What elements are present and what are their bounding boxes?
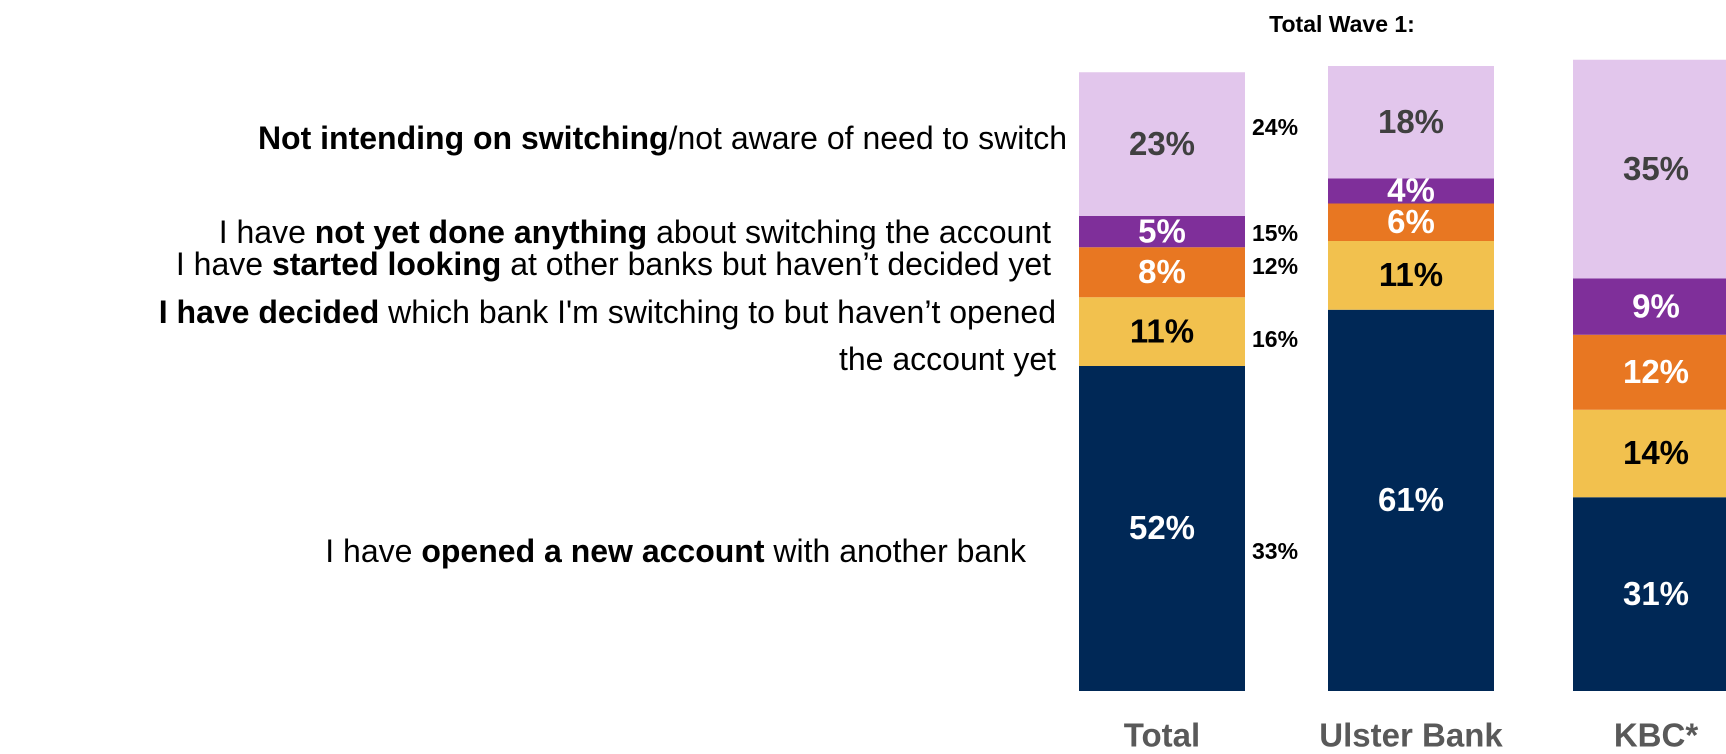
data-label: 61% (1378, 481, 1444, 518)
data-label: 23% (1129, 125, 1195, 162)
annotation-value: 16% (1252, 326, 1298, 352)
bar-segment (1328, 203, 1494, 241)
series-label-part: I have (219, 214, 315, 250)
series-label: I have decided which bank I'm switching … (159, 294, 1056, 330)
bar-segment (1573, 497, 1726, 691)
series-label-part: about switching the account (647, 214, 1051, 250)
bar-segment (1079, 366, 1245, 691)
series-label-part: I have (176, 246, 272, 282)
series-label: Not intending on switching/not aware of … (258, 120, 1067, 156)
x-tick-label: KBC* (1614, 717, 1698, 754)
data-label: 12% (1623, 353, 1689, 390)
series-label-part: I have (325, 533, 421, 569)
series-label: the account yet (839, 341, 1056, 377)
bar-segment (1573, 409, 1726, 498)
series-label-part: at other banks but haven’t decided yet (501, 246, 1051, 282)
annotation-value: 24% (1252, 114, 1298, 140)
data-label: 11% (1130, 312, 1194, 349)
bar-segment (1079, 297, 1245, 366)
data-label: 52% (1129, 509, 1195, 546)
series-label-part: which bank I'm switching to but haven’t … (379, 294, 1056, 330)
annotation-value: 33% (1252, 538, 1298, 564)
data-label: 31% (1623, 575, 1689, 612)
series-label-part: /not aware of need to switch (669, 120, 1067, 156)
data-label: 14% (1623, 434, 1689, 471)
data-label: 18% (1378, 103, 1444, 140)
data-label: 6% (1387, 203, 1435, 240)
bar-segment (1573, 59, 1726, 279)
series-label: I have opened a new account with another… (325, 533, 1027, 569)
annotation-value: 15% (1252, 220, 1298, 246)
bar-segment (1079, 216, 1245, 248)
bar-segment (1328, 66, 1494, 179)
series-label-part: Not intending on switching (258, 120, 669, 156)
bar-segment (1573, 334, 1726, 410)
data-label: 9% (1632, 287, 1680, 324)
bar-segment (1328, 178, 1494, 204)
series-label: I have started looking at other banks bu… (176, 246, 1051, 282)
x-tick-label: Ulster Bank (1319, 717, 1503, 754)
series-label-part: the account yet (839, 341, 1056, 377)
bar-segment (1328, 309, 1494, 691)
series-label-part: with another bank (765, 533, 1028, 569)
series-label: I have not yet done anything about switc… (219, 214, 1051, 250)
series-label-part: started looking (272, 246, 501, 282)
x-tick-label: Total (1124, 717, 1200, 754)
data-label: 35% (1623, 150, 1689, 187)
data-label: 11% (1379, 256, 1443, 293)
series-label-part: I have decided (159, 294, 380, 330)
annotation-title: Total Wave 1: (1269, 11, 1415, 37)
bar-segment (1328, 241, 1494, 310)
annotation-value: 12% (1252, 253, 1298, 279)
bar-segment (1079, 72, 1245, 216)
data-label: 8% (1138, 253, 1186, 290)
series-label-part: opened a new account (421, 533, 765, 569)
bar-segment (1573, 278, 1726, 335)
bar-segment (1079, 247, 1245, 298)
series-label-part: not yet done anything (315, 214, 647, 250)
data-label: 5% (1138, 212, 1186, 249)
